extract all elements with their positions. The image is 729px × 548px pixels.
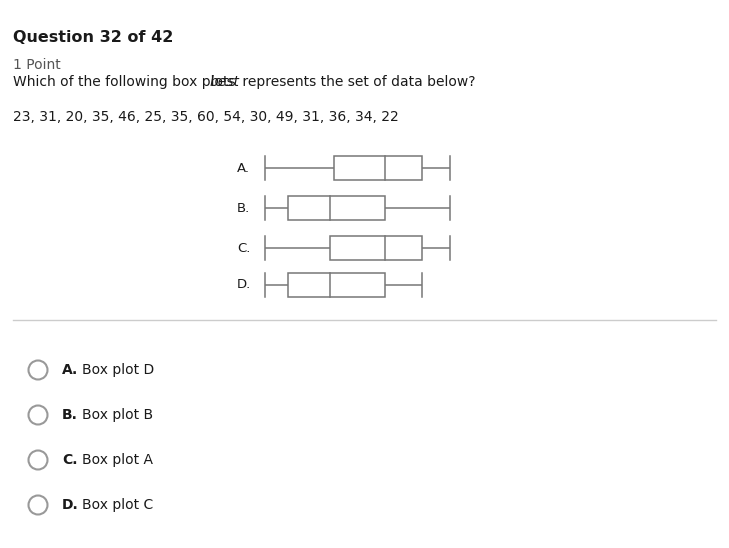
Text: Question 32 of 42: Question 32 of 42 <box>13 30 174 45</box>
Text: C.: C. <box>237 242 250 254</box>
Text: A.: A. <box>237 162 250 174</box>
Bar <box>330 236 422 260</box>
Text: Box plot C: Box plot C <box>82 498 153 512</box>
Text: D.: D. <box>237 278 252 292</box>
Text: D.: D. <box>62 498 79 512</box>
Text: A.: A. <box>62 363 78 377</box>
Text: represents the set of data below?: represents the set of data below? <box>238 75 475 89</box>
Text: 1 Point: 1 Point <box>13 58 61 72</box>
Text: best: best <box>210 75 240 89</box>
Text: Box plot B: Box plot B <box>82 408 153 422</box>
Text: B.: B. <box>237 202 250 214</box>
Text: C.: C. <box>62 453 77 467</box>
Text: Which of the following box plots: Which of the following box plots <box>13 75 240 89</box>
Text: Box plot D: Box plot D <box>82 363 155 377</box>
Text: Box plot A: Box plot A <box>82 453 153 467</box>
Bar <box>335 156 422 180</box>
Text: 23, 31, 20, 35, 46, 25, 35, 60, 54, 30, 49, 31, 36, 34, 22: 23, 31, 20, 35, 46, 25, 35, 60, 54, 30, … <box>13 110 399 124</box>
Text: B.: B. <box>62 408 78 422</box>
Bar <box>288 273 385 297</box>
Bar <box>288 196 385 220</box>
